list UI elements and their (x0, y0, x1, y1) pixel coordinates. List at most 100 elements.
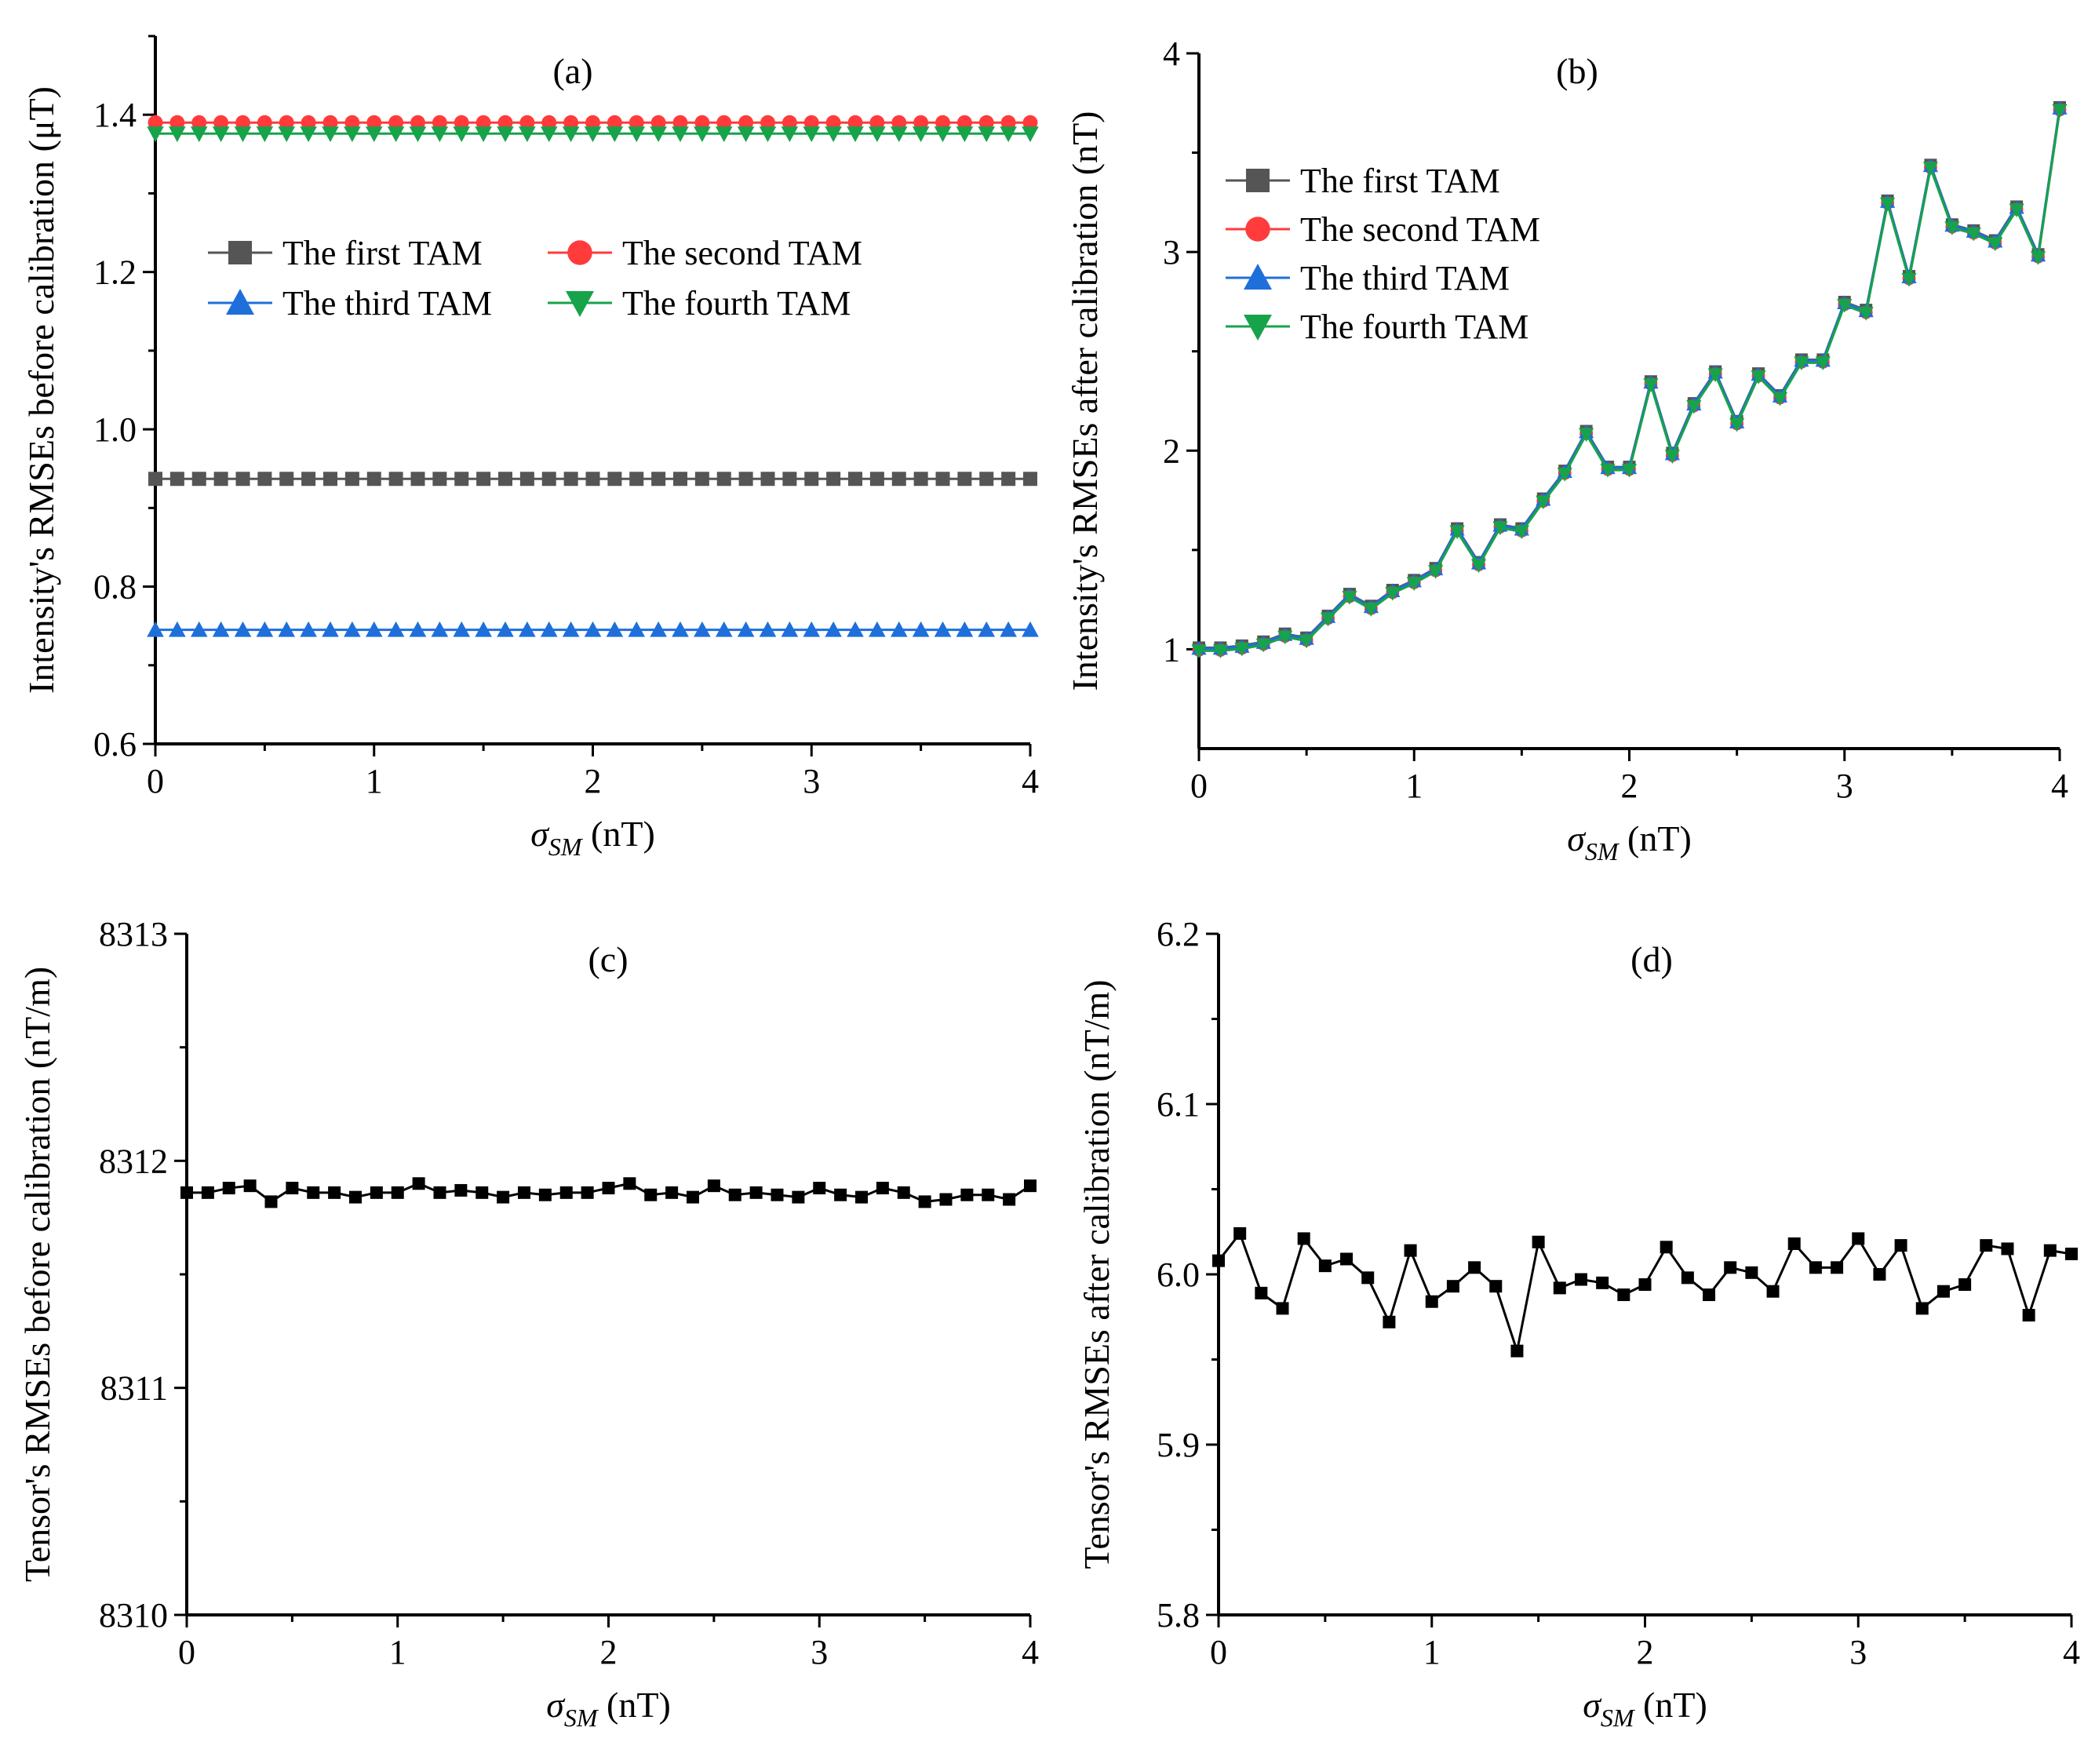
x-tick-label: 3 (1836, 767, 1853, 805)
x-axis-title-symbol: σ (546, 1685, 566, 1725)
legend-label: The first TAM (1300, 162, 1500, 200)
data-point (847, 621, 864, 637)
data-point (410, 472, 425, 487)
data-point (256, 621, 274, 637)
data-point (803, 126, 821, 143)
data-point (519, 472, 534, 487)
data-point (760, 472, 775, 487)
legend-entry: The second TAM (1226, 210, 1540, 249)
data-point (286, 1182, 299, 1195)
x-axis-title-unit: (nT) (582, 814, 655, 854)
data-point (1000, 126, 1017, 143)
y-tick-label: 6.2 (1157, 915, 1200, 953)
data-point (716, 115, 732, 130)
data-point (1022, 621, 1039, 637)
data-point (978, 621, 996, 637)
data-point (148, 115, 163, 130)
x-tick-label: 3 (803, 762, 820, 800)
data-point (344, 115, 360, 130)
data-point (349, 1190, 362, 1204)
x-tick-label: 1 (1423, 1633, 1441, 1671)
data-point (934, 621, 952, 637)
data-point (891, 115, 907, 130)
data-point (497, 126, 514, 143)
data-point (148, 472, 162, 487)
data-point (1831, 1261, 1844, 1274)
data-point (344, 472, 359, 487)
legend-marker (226, 289, 254, 315)
data-point (191, 115, 207, 130)
data-point (213, 115, 229, 130)
x-axis-title: σSM (nT) (1567, 818, 1692, 866)
data-point (2030, 251, 2046, 265)
data-point (606, 126, 624, 143)
data-point (869, 115, 885, 130)
data-point (388, 115, 404, 130)
data-point (1772, 392, 1788, 406)
data-point (749, 1186, 763, 1199)
data-point (301, 115, 316, 130)
data-point (366, 115, 382, 130)
data-point (1428, 565, 1444, 579)
data-point (169, 115, 185, 130)
y-tick-label: 8313 (99, 915, 168, 953)
data-point (1212, 644, 1229, 659)
data-point (606, 621, 624, 637)
data-point (738, 472, 753, 487)
x-axis-title-unit: (nT) (598, 1685, 671, 1725)
data-point (322, 126, 339, 143)
data-point (978, 126, 996, 143)
data-point (190, 126, 208, 143)
data-point (1277, 630, 1293, 645)
data-point (540, 621, 558, 637)
data-point (825, 126, 842, 143)
data-point (1988, 237, 2003, 252)
x-axis-title-unit: (nT) (1634, 1685, 1707, 1725)
data-point (1255, 1286, 1268, 1299)
data-point (222, 1182, 235, 1195)
data-point (891, 472, 906, 487)
data-point (623, 1177, 636, 1190)
legend-marker (1246, 169, 1270, 192)
data-point (1980, 1239, 1993, 1252)
data-point (365, 126, 383, 143)
y-tick-label: 5.8 (1157, 1596, 1200, 1635)
data-point (1342, 591, 1357, 605)
data-point (1901, 273, 1917, 287)
y-tick-label: 2 (1163, 432, 1180, 470)
data-point (650, 126, 667, 143)
data-point (913, 472, 928, 487)
data-point (540, 126, 558, 143)
data-point (694, 126, 711, 143)
data-point (1340, 1252, 1354, 1266)
data-point (300, 126, 317, 143)
data-point (628, 115, 644, 130)
data-point (366, 472, 381, 487)
data-point (956, 621, 974, 637)
x-tick-label: 2 (585, 762, 602, 800)
data-point (1212, 1254, 1225, 1267)
data-point (497, 115, 513, 130)
data-point (644, 1188, 658, 1201)
data-point (803, 115, 819, 130)
data-point (409, 621, 427, 637)
data-point (847, 126, 864, 143)
data-point (169, 126, 186, 143)
data-point (1966, 227, 1981, 242)
data-point (190, 621, 208, 637)
data-point (453, 621, 471, 637)
data-point (1707, 368, 1723, 383)
data-point (1234, 642, 1250, 657)
data-point (475, 126, 492, 143)
data-point (1621, 464, 1638, 478)
data-point (322, 621, 339, 637)
data-point (956, 115, 972, 130)
data-point (1600, 464, 1616, 478)
legend-entry: The fourth TAM (1226, 308, 1528, 346)
data-point (792, 1190, 805, 1204)
data-point (1858, 307, 1874, 321)
data-point (279, 472, 294, 487)
data-point (982, 1188, 995, 1201)
data-point (1318, 1259, 1332, 1273)
legend-entry: The fourth TAM (548, 284, 851, 323)
